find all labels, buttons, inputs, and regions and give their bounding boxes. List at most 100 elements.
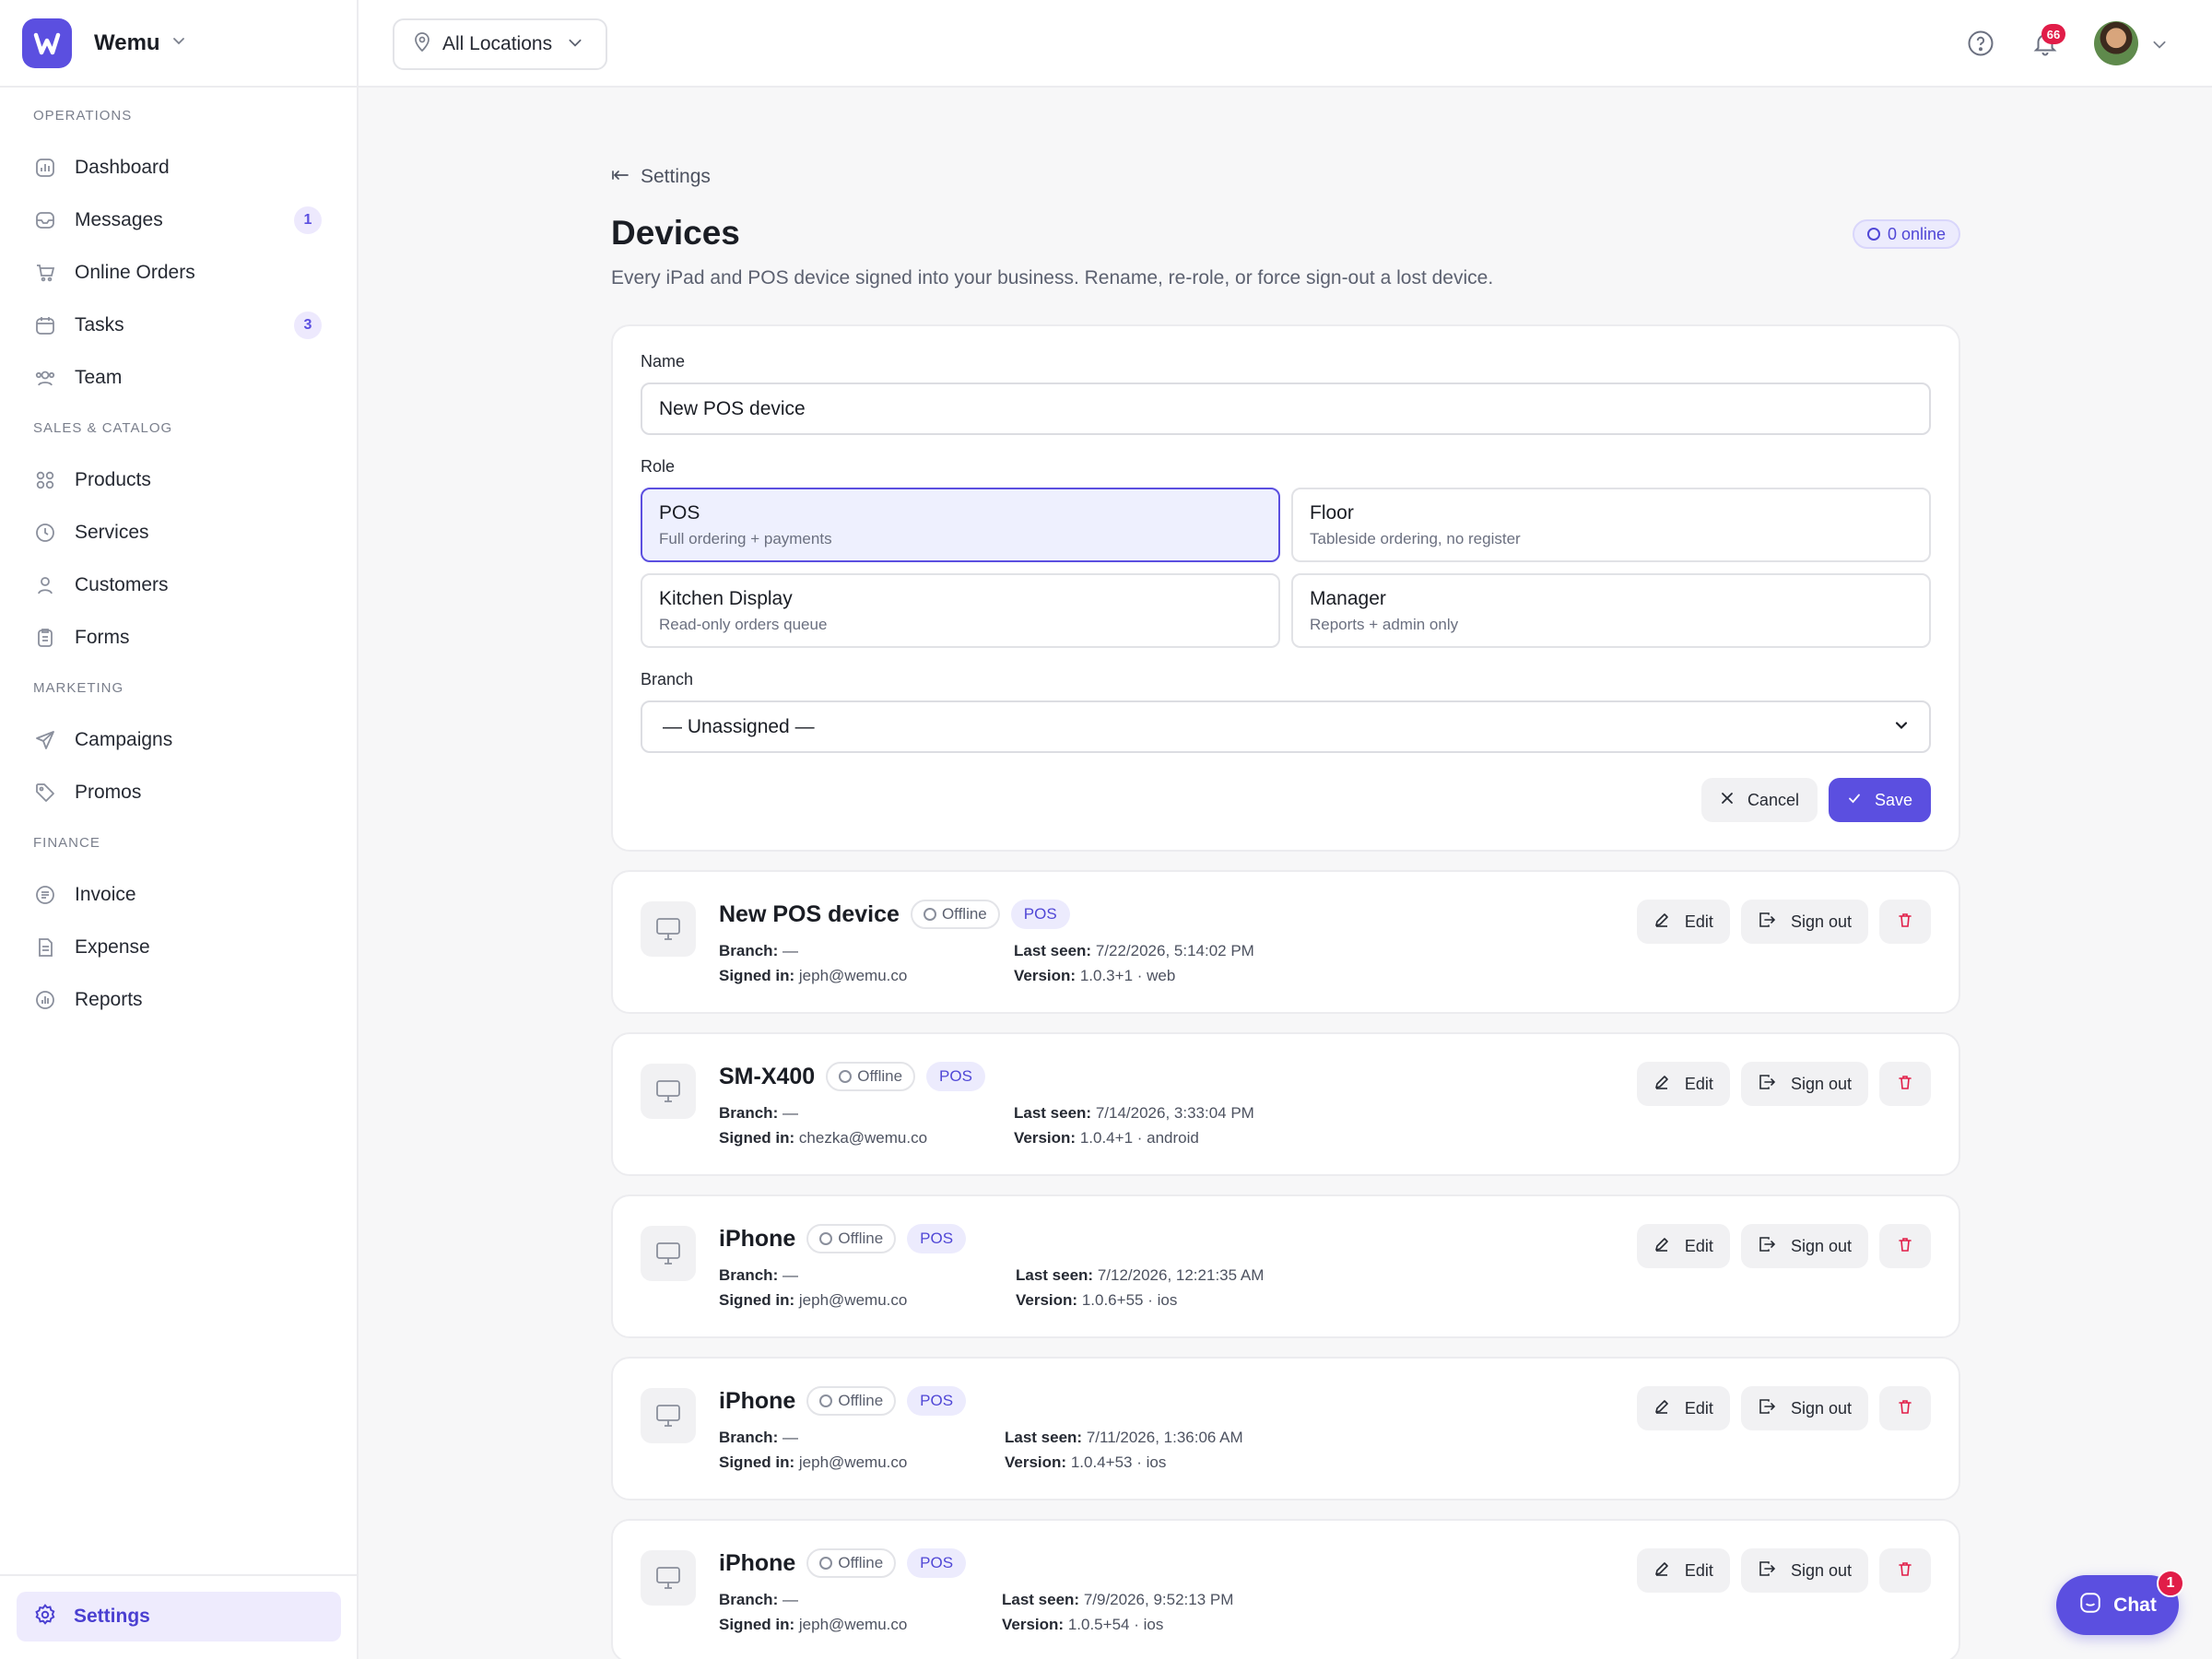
monitor-icon [641, 1226, 696, 1281]
sidebar-item-team[interactable]: Team [0, 351, 357, 404]
delete-button[interactable] [1879, 1062, 1931, 1106]
edit-button-label: Edit [1684, 1236, 1713, 1255]
role-option-floor[interactable]: Floor Tableside ordering, no register [1291, 488, 1931, 562]
online-status-badge: 0 online [1852, 219, 1960, 249]
sidebar-item-tasks[interactable]: Tasks 3 [0, 299, 357, 351]
chevron-down-icon[interactable] [2151, 36, 2168, 57]
back-link[interactable]: Settings [611, 166, 731, 188]
bar-chart-icon [33, 156, 57, 180]
edit-button[interactable]: Edit [1636, 1386, 1730, 1430]
device-meta-right: Last seen: 7/9/2026, 9:52:13 PM Version:… [1002, 1587, 1233, 1637]
sidebar-item-label: Customers [75, 573, 169, 595]
signed-in-value: jeph@wemu.co [798, 1453, 908, 1471]
sidebar-item-messages[interactable]: Messages 1 [0, 194, 357, 246]
chat-icon [2078, 1591, 2102, 1620]
signed-in-value: chezka@wemu.co [798, 1129, 928, 1147]
role-option-kitchen-display[interactable]: Kitchen Display Read-only orders queue [641, 573, 1280, 648]
status-badge: Offline [910, 900, 1000, 929]
role-option-desc: Reports + admin only [1310, 616, 1459, 633]
sidebar-item-forms[interactable]: Forms [0, 611, 357, 664]
avatar[interactable] [2094, 21, 2138, 65]
role-badge: POS [926, 1062, 985, 1091]
role-options: POS Full ordering + payments Floor Table… [641, 488, 1931, 648]
version-label: Version: [1016, 1291, 1078, 1309]
location-selector[interactable]: All Locations [393, 18, 607, 70]
page-title: Devices [611, 214, 740, 252]
status-dot-icon [819, 1557, 833, 1570]
branch-label: Branch: [719, 1429, 779, 1446]
cancel-button[interactable]: Cancel [1700, 778, 1818, 822]
last-seen-value: 7/22/2026, 5:14:02 PM [1095, 942, 1254, 959]
monitor-icon [641, 1550, 696, 1606]
edit-button-label: Edit [1684, 1074, 1713, 1093]
device-row: iPhone Offline POS Branch: — Signed in: … [611, 1194, 1960, 1338]
edit-button[interactable]: Edit [1636, 900, 1730, 944]
chat-button[interactable]: Chat 1 [2056, 1570, 2184, 1635]
sign-out-button[interactable]: Sign out [1740, 1386, 1868, 1430]
chevron-down-icon [1894, 716, 1909, 738]
device-meta-left: Branch: — Signed in: chezka@wemu.co [719, 1100, 927, 1150]
sidebar-item-products[interactable]: Products [0, 453, 357, 506]
device-title-row: iPhone Offline POS [719, 1386, 967, 1416]
sidebar-item-invoice[interactable]: Invoice [0, 868, 357, 921]
save-button[interactable]: Save [1828, 778, 1931, 822]
status-dot-icon [819, 1232, 833, 1245]
monitor-icon [641, 1388, 696, 1443]
sidebar-item-promos[interactable]: Promos [0, 766, 357, 818]
branch-label: Branch: [719, 1104, 779, 1122]
trash-icon [1897, 1398, 1913, 1419]
version-value: 1.0.3+1 · web [1079, 967, 1176, 984]
pencil-icon [1653, 1560, 1670, 1582]
edit-button[interactable]: Edit [1636, 1224, 1730, 1268]
brand-header[interactable]: Wemu [0, 0, 357, 88]
sign-out-button[interactable]: Sign out [1740, 900, 1868, 944]
name-input[interactable]: New POS device [641, 382, 1931, 435]
branch-select-value: — Unassigned — [663, 715, 815, 737]
device-row: iPhone Offline POS Branch: — Signed in: … [611, 1519, 1960, 1659]
last-seen-label: Last seen: [1014, 942, 1092, 959]
delete-button[interactable] [1879, 1548, 1931, 1593]
receipt-icon [33, 935, 57, 959]
device-meta-left: Branch: — Signed in: jeph@wemu.co [719, 1263, 907, 1312]
device-form: Name New POS device Role POS Full orderi… [611, 324, 1960, 852]
device-name: New POS device [719, 900, 900, 927]
name-field-label: Name [641, 352, 686, 371]
sidebar-item-dashboard[interactable]: Dashboard [0, 141, 357, 194]
sign-out-button[interactable]: Sign out [1740, 1224, 1868, 1268]
sidebar-item-campaigns[interactable]: Campaigns [0, 713, 357, 766]
delete-button[interactable] [1879, 900, 1931, 944]
main-content: Settings Devices 0 online Every iPad and… [611, 166, 1960, 1659]
wemu-logo-icon [22, 18, 72, 68]
sign-out-button[interactable]: Sign out [1740, 1548, 1868, 1593]
status-label: Offline [838, 1554, 884, 1571]
sidebar-item-services[interactable]: Services [0, 506, 357, 559]
chat-unread-badge: 1 [2157, 1570, 2184, 1597]
status-dot-icon [1866, 228, 1880, 241]
sidebar-item-customers[interactable]: Customers [0, 559, 357, 611]
delete-button[interactable] [1879, 1386, 1931, 1430]
role-option-pos[interactable]: POS Full ordering + payments [641, 488, 1280, 562]
clock-icon [33, 521, 57, 545]
delete-button[interactable] [1879, 1224, 1931, 1268]
sidebar-item-label: Tasks [75, 313, 124, 335]
status-label: Offline [838, 1392, 884, 1409]
device-title-row: SM-X400 Offline POS [719, 1062, 985, 1091]
role-option-manager[interactable]: Manager Reports + admin only [1291, 573, 1931, 648]
location-label: All Locations [442, 33, 553, 54]
signed-in-value: jeph@wemu.co [798, 1291, 908, 1309]
role-badge: POS [907, 1548, 967, 1578]
signed-in-value: jeph@wemu.co [798, 1616, 908, 1633]
last-seen-value: 7/9/2026, 9:52:13 PM [1083, 1591, 1234, 1608]
edit-button[interactable]: Edit [1636, 1548, 1730, 1593]
help-icon[interactable] [1967, 29, 1994, 62]
sidebar-item-reports[interactable]: Reports [0, 973, 357, 1026]
edit-button[interactable]: Edit [1636, 1062, 1730, 1106]
sidebar-item-label: Reports [75, 988, 143, 1010]
sidebar-item-settings[interactable]: Settings [17, 1592, 341, 1641]
sidebar-item-expense[interactable]: Expense [0, 921, 357, 973]
status-dot-icon [819, 1394, 833, 1407]
signed-in-label: Signed in: [719, 967, 795, 984]
branch-select[interactable]: — Unassigned — [641, 700, 1931, 753]
sign-out-button[interactable]: Sign out [1740, 1062, 1868, 1106]
sidebar-item-online-orders[interactable]: Online Orders [0, 246, 357, 299]
